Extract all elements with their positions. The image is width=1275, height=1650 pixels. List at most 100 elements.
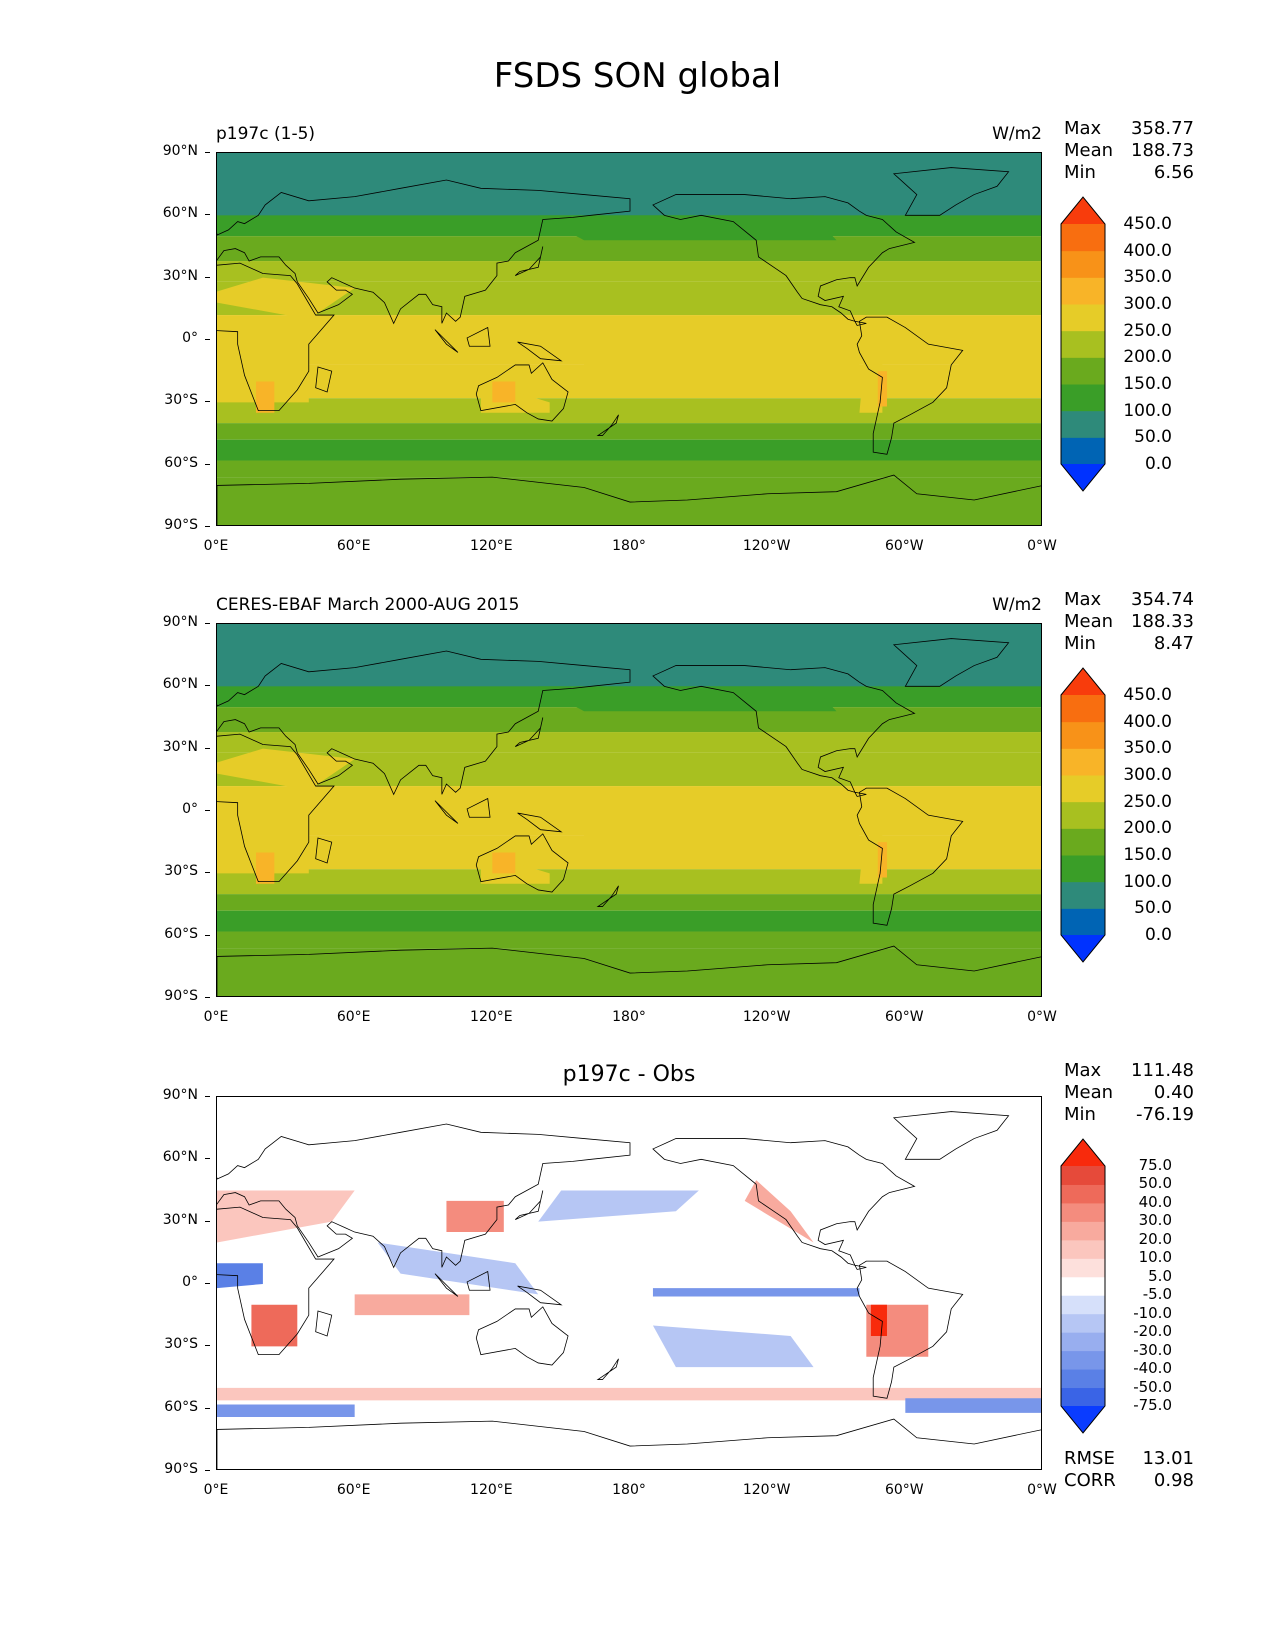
coastline <box>315 1310 333 1337</box>
field-band <box>217 477 1041 525</box>
colorbar-swatch <box>1061 1258 1105 1278</box>
stats-box: Max 111.48 Mean 0.40 Min -76.19 <box>1064 1060 1194 1126</box>
coastline <box>517 341 563 362</box>
colorbar-tick-label: 350.0 <box>1123 267 1172 288</box>
colorbar-tick-label: 300.0 <box>1123 294 1172 314</box>
min-value: 6.56 <box>1153 162 1194 183</box>
x-tick-label: 60°E <box>336 538 371 554</box>
field-patch <box>905 1398 1041 1413</box>
coastline <box>434 1273 459 1297</box>
x-tick-label: 180° <box>612 1009 646 1025</box>
y-tick-label: 90°N <box>138 1087 210 1103</box>
y-tick-label: 90°S <box>138 1461 210 1477</box>
colorbar-tick-label: 400.0 <box>1123 711 1172 732</box>
field-patch <box>870 1304 887 1336</box>
map-plot <box>216 152 1042 526</box>
colorbar-tick-label: -50.0 <box>1133 1377 1172 1396</box>
max-label: Max <box>1064 1060 1102 1081</box>
field-patch <box>951 800 1041 853</box>
coastline <box>515 246 544 276</box>
coastline <box>856 316 964 455</box>
y-tick-label: 90°S <box>138 988 210 1004</box>
coastline <box>515 717 544 747</box>
coastlines <box>217 1111 1041 1469</box>
colorbar-tick-label: 350.0 <box>1123 738 1172 759</box>
field-patch <box>446 1200 504 1233</box>
units-label: W/m2 <box>992 124 1042 144</box>
field-band <box>217 732 1041 753</box>
x-tick-label: 120°W <box>742 1009 791 1025</box>
colorbar-tick-label: 150.0 <box>1123 845 1172 865</box>
coastline <box>652 194 916 326</box>
colorbar-swatch <box>1061 1202 1105 1222</box>
diff-title: p197c - Obs <box>562 1062 696 1087</box>
colorbar-tick-label: 75.0 <box>1138 1156 1172 1174</box>
field-patch <box>217 1263 263 1289</box>
x-tick-label: 0°W <box>1027 1009 1057 1025</box>
coastline <box>652 1138 916 1270</box>
colorbar-tick-label: 50.0 <box>1134 898 1172 919</box>
field-band <box>217 281 1041 316</box>
panel-obs: CERES-EBAF March 2000-AUG 2015 W/m2 90°N… <box>0 581 1275 1051</box>
colorbar-swatch <box>1061 695 1105 723</box>
colorbar-swatch <box>1061 1166 1105 1185</box>
coastline <box>434 329 459 353</box>
y-tick-label: 60°N <box>138 1149 210 1165</box>
field-band <box>217 439 1041 461</box>
field-band <box>217 948 1041 996</box>
min-label: Min <box>1064 1104 1096 1125</box>
colorbar-swatch <box>1061 1276 1105 1296</box>
field-patch <box>354 1294 470 1316</box>
coastline <box>652 665 916 797</box>
colorbar-swatch <box>1061 801 1105 829</box>
colorbar-tick-label: 250.0 <box>1123 791 1172 812</box>
field-patch <box>744 1180 814 1243</box>
min-label: Min <box>1064 162 1096 183</box>
x-tick-label: 120°E <box>470 1009 513 1025</box>
x-tick-label: 0°W <box>1027 538 1057 554</box>
field-patch <box>538 686 837 712</box>
coastline <box>475 362 569 422</box>
x-tick-label: 60°W <box>884 1009 924 1025</box>
colorbar-tick-label: 200.0 <box>1123 818 1172 839</box>
error-stats: RMSE 13.01 CORR 0.98 <box>1064 1448 1194 1492</box>
x-tick-label: 60°E <box>336 1009 371 1025</box>
max-label: Max <box>1064 118 1102 139</box>
colorbar-swatch <box>1061 1221 1105 1241</box>
colorbar-swatch <box>1061 1369 1105 1389</box>
mean-label: Mean <box>1064 611 1114 632</box>
coastline <box>892 638 1010 687</box>
field-patch <box>877 842 887 878</box>
colorbar-swatch <box>1061 304 1105 332</box>
colorbar-graphic <box>1060 1138 1106 1434</box>
mean-value: 188.73 <box>1131 140 1194 161</box>
y-tick-label: 30°S <box>138 1336 210 1352</box>
field-patch <box>877 371 887 407</box>
x-tick-label: 120°E <box>470 1482 513 1498</box>
panel-model: p197c (1-5) W/m2 90°N 60°N 30°N 0° 30°S 60°S 9… <box>0 110 1275 580</box>
field-patch <box>584 319 860 382</box>
colorbar-swatch <box>1061 881 1105 909</box>
field-patch <box>217 1404 355 1417</box>
y-tick-label: 90°N <box>138 614 210 630</box>
x-tick-label: 0°E <box>203 1482 229 1498</box>
field-patch <box>217 277 355 320</box>
field-band <box>217 931 1041 949</box>
coastline <box>596 885 619 907</box>
coastline <box>475 833 569 893</box>
colorbar-extend-max <box>1061 1139 1105 1166</box>
field-patch <box>217 329 309 403</box>
max-value: 354.74 <box>1131 589 1194 610</box>
figure-title: FSDS SON global <box>493 56 782 96</box>
field-band <box>217 910 1041 932</box>
colorbar-swatch <box>1061 410 1105 438</box>
colorbar-tick-label: -5.0 <box>1142 1285 1172 1304</box>
coastline <box>517 812 563 833</box>
map-plot <box>216 1096 1042 1470</box>
coastline <box>315 366 333 393</box>
field-layer <box>217 624 1041 996</box>
y-tick-label: 30°N <box>138 739 210 755</box>
colorbar-swatch <box>1061 1387 1105 1407</box>
colorbar-swatch <box>1061 908 1105 936</box>
colorbar-swatch <box>1061 1184 1105 1204</box>
